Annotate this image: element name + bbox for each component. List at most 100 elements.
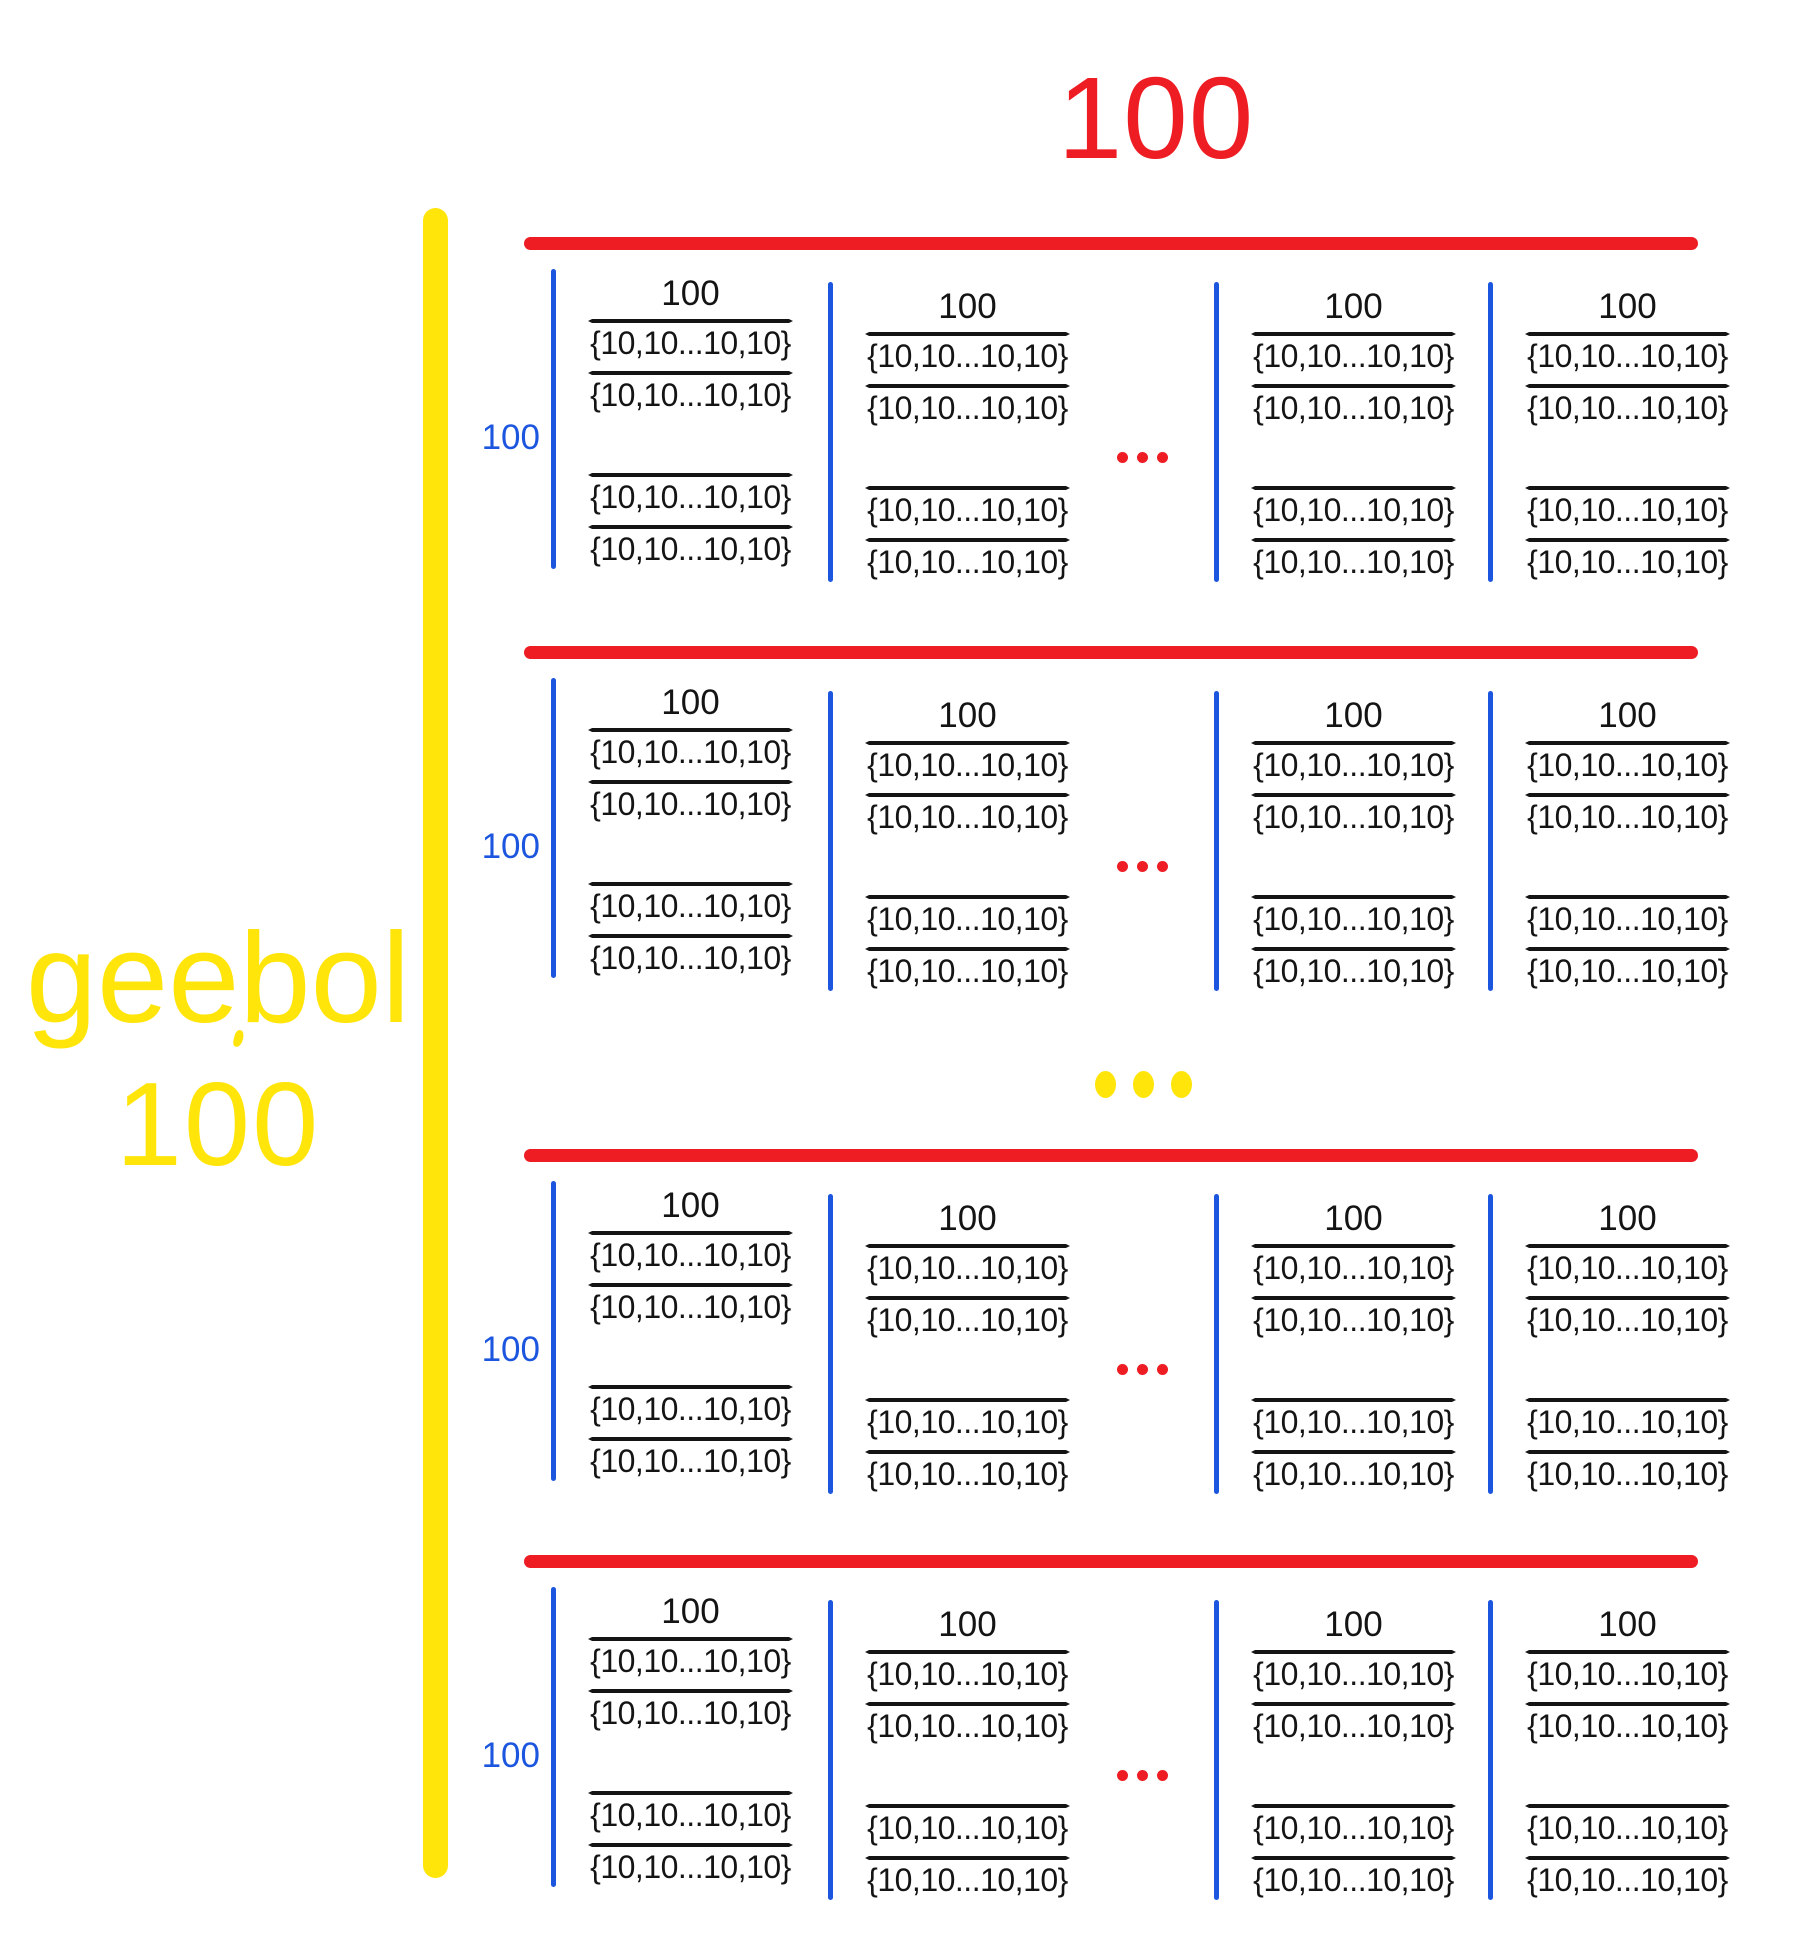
ellipsis-dot bbox=[1117, 861, 1128, 872]
array-row: {10,10...10,10} bbox=[590, 734, 791, 770]
overline bbox=[1251, 741, 1456, 745]
side-caption: geebol 100 bbox=[18, 915, 418, 1185]
overline bbox=[1251, 895, 1456, 899]
ellipsis-dot bbox=[1117, 1364, 1128, 1375]
array-row: {10,10...10,10} bbox=[1527, 1302, 1728, 1338]
overline bbox=[865, 1702, 1070, 1706]
overline bbox=[588, 1283, 793, 1287]
cell-rows: 100 {10,10...10,10} {10,10...10,10} {10,10… bbox=[587, 1594, 794, 1887]
array-row: {10,10...10,10} bbox=[867, 1456, 1068, 1492]
array-row: {10,10...10,10} bbox=[1253, 338, 1454, 374]
cell-top-label: 100 bbox=[661, 1186, 720, 1225]
overline bbox=[865, 793, 1070, 797]
array-row: {10,10...10,10} bbox=[867, 953, 1068, 989]
omitted-rows-gap bbox=[690, 415, 691, 465]
ellipsis-dot bbox=[1095, 1071, 1116, 1098]
group: 100 {10,10...10,10} {10,10...10,10} {10,10… bbox=[551, 1181, 794, 1481]
array-row: {10,10...10,10} bbox=[1527, 544, 1728, 580]
overline bbox=[1525, 1244, 1730, 1248]
omitted-rows-gap bbox=[1627, 1340, 1628, 1390]
overline bbox=[1251, 1804, 1456, 1808]
ellipsis-dot bbox=[1133, 1071, 1154, 1098]
overline bbox=[588, 1689, 793, 1693]
group: 100 {10,10...10,10} {10,10...10,10} {10,10… bbox=[828, 1600, 1071, 1900]
ellipsis-dot bbox=[1157, 1364, 1168, 1375]
array-row: {10,10...10,10} bbox=[590, 888, 791, 924]
array-row: {10,10...10,10} bbox=[867, 390, 1068, 426]
ellipsis-dot bbox=[1157, 861, 1168, 872]
overline bbox=[865, 1296, 1070, 1300]
overline bbox=[1525, 384, 1730, 388]
group-bar bbox=[1214, 282, 1219, 582]
overline bbox=[865, 1398, 1070, 1402]
overline bbox=[588, 1791, 793, 1795]
section-bar bbox=[524, 237, 1698, 250]
overline bbox=[1525, 1296, 1730, 1300]
ellipsis-dot bbox=[1157, 452, 1168, 463]
overline bbox=[588, 1385, 793, 1389]
overline bbox=[1251, 1650, 1456, 1654]
array-row: {10,10...10,10} bbox=[867, 901, 1068, 937]
group-bar bbox=[1488, 1194, 1493, 1494]
group: 100 {10,10...10,10} {10,10...10,10} {10,10… bbox=[828, 282, 1071, 582]
group-bar bbox=[828, 1600, 833, 1900]
cell-rows: 100 {10,10...10,10} {10,10...10,10} {10,10… bbox=[587, 685, 794, 978]
array-row: {10,10...10,10} bbox=[1253, 492, 1454, 528]
overline bbox=[1525, 486, 1730, 490]
cell-rows: 100 {10,10...10,10} {10,10...10,10} {10,10… bbox=[1250, 698, 1457, 991]
overline bbox=[1525, 332, 1730, 336]
array-row: {10,10...10,10} bbox=[867, 492, 1068, 528]
array-row: {10,10...10,10} bbox=[867, 1404, 1068, 1440]
array-row: {10,10...10,10} bbox=[590, 325, 791, 361]
array-row: {10,10...10,10} bbox=[590, 531, 791, 567]
section-bar bbox=[524, 1149, 1698, 1162]
overline bbox=[588, 1437, 793, 1441]
array-row: {10,10...10,10} bbox=[590, 940, 791, 976]
array-row: {10,10...10,10} bbox=[590, 786, 791, 822]
array-row: {10,10...10,10} bbox=[590, 1289, 791, 1325]
omitted-rows-gap bbox=[690, 824, 691, 874]
overline bbox=[1525, 1856, 1730, 1860]
group: 100 {10,10...10,10} {10,10...10,10} {10,10… bbox=[1488, 691, 1731, 991]
array-row: {10,10...10,10} bbox=[867, 544, 1068, 580]
overline bbox=[1525, 793, 1730, 797]
cell-rows: 100 {10,10...10,10} {10,10...10,10} {10,10… bbox=[864, 1201, 1071, 1494]
cell-top-label: 100 bbox=[1598, 696, 1657, 735]
overline bbox=[1251, 1244, 1456, 1248]
omitted-rows-gap bbox=[1353, 1340, 1354, 1390]
overline bbox=[588, 1843, 793, 1847]
array-row: {10,10...10,10} bbox=[1253, 1656, 1454, 1692]
omitted-rows-gap bbox=[690, 1327, 691, 1377]
overline bbox=[865, 741, 1070, 745]
overline bbox=[865, 1450, 1070, 1454]
overline bbox=[865, 895, 1070, 899]
group: 100 {10,10...10,10} {10,10...10,10} {10,10… bbox=[1214, 1194, 1457, 1494]
array-row: {10,10...10,10} bbox=[1527, 390, 1728, 426]
array-row: {10,10...10,10} bbox=[867, 1862, 1068, 1898]
omitted-rows-gap bbox=[1627, 837, 1628, 887]
ellipsis-dot bbox=[1171, 1071, 1192, 1098]
overline bbox=[1525, 538, 1730, 542]
array-row: {10,10...10,10} bbox=[1527, 799, 1728, 835]
array-row: {10,10...10,10} bbox=[1253, 390, 1454, 426]
cell-rows: 100 {10,10...10,10} {10,10...10,10} {10,10… bbox=[587, 276, 794, 569]
array-row: {10,10...10,10} bbox=[1527, 953, 1728, 989]
array-row: {10,10...10,10} bbox=[1253, 953, 1454, 989]
between-sections-ellipsis-icon bbox=[1095, 1071, 1192, 1098]
section-count-label: 100 bbox=[481, 1330, 540, 1369]
omitted-rows-gap bbox=[1353, 1746, 1354, 1796]
group: 100 {10,10...10,10} {10,10...10,10} {10,10… bbox=[1214, 1600, 1457, 1900]
top-count-label: 100 bbox=[1057, 53, 1255, 183]
cell-rows: 100 {10,10...10,10} {10,10...10,10} {10,10… bbox=[1524, 1201, 1731, 1494]
group-bar bbox=[1488, 691, 1493, 991]
group: 100 {10,10...10,10} {10,10...10,10} {10,10… bbox=[1488, 1194, 1731, 1494]
cell-top-label: 100 bbox=[938, 1605, 997, 1644]
overline bbox=[588, 371, 793, 375]
between-groups-ellipsis-icon bbox=[1117, 452, 1168, 463]
array-row: {10,10...10,10} bbox=[1527, 1250, 1728, 1286]
array-row: {10,10...10,10} bbox=[1527, 1656, 1728, 1692]
array-row: {10,10...10,10} bbox=[1253, 1250, 1454, 1286]
cell-top-label: 100 bbox=[1598, 1605, 1657, 1644]
array-row: {10,10...10,10} bbox=[867, 1250, 1068, 1286]
cell-rows: 100 {10,10...10,10} {10,10...10,10} {10,10… bbox=[1250, 1607, 1457, 1900]
